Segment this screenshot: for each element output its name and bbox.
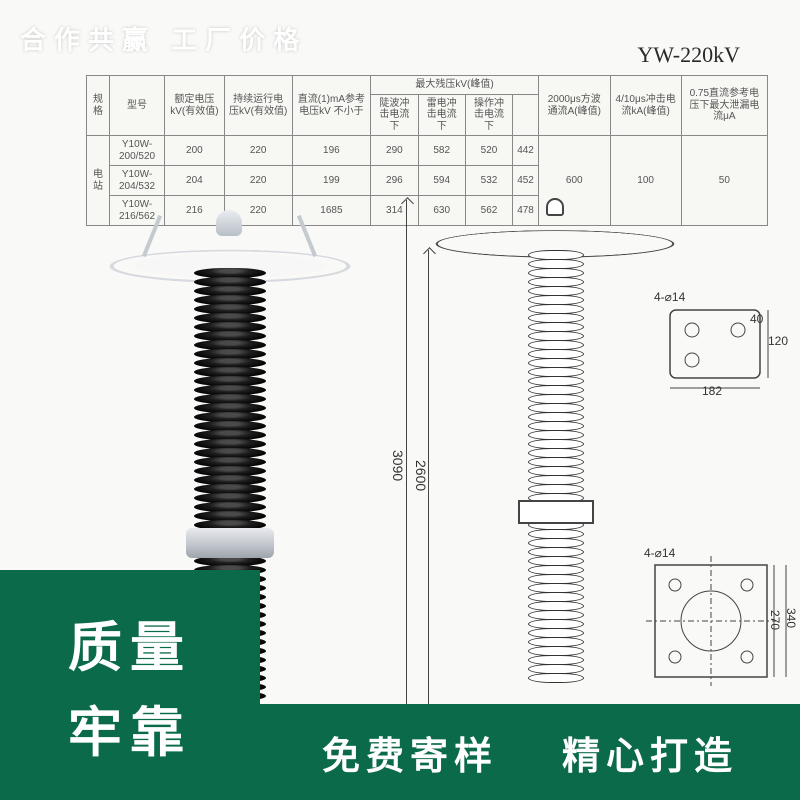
terminal-width: 182 — [702, 384, 722, 398]
cell: Y10W-204/532 — [110, 166, 165, 196]
th-model: 型号 — [110, 76, 165, 136]
cell: 442 — [513, 136, 539, 166]
cell: 520 — [465, 136, 512, 166]
th-leak: 0.75直流参考电压下最大泄漏电流μA — [681, 76, 767, 136]
th-residual-group: 最大残压kV(峰值) — [371, 76, 539, 95]
cell: 290 — [371, 136, 418, 166]
th-light: 雷电冲击电流下 — [418, 94, 465, 136]
th-rated-v: 额定电压kV(有效值) — [165, 76, 225, 136]
dim-overall — [406, 200, 407, 746]
drawing-mid-flange — [518, 500, 594, 524]
dim-overall-label: 3090 — [390, 450, 406, 481]
base-hole-note: 4-⌀14 — [644, 546, 675, 560]
th-blank — [513, 94, 539, 136]
photo-mid-flange — [186, 528, 274, 558]
th-impulse: 4/10μs冲击电流kA(峰值) — [610, 76, 681, 136]
overlay-right-a: 免费寄样 — [322, 725, 498, 780]
th-square-wave: 2000μs方波通流A(峰值) — [538, 76, 610, 136]
cell: 532 — [465, 166, 512, 196]
cell: 452 — [513, 166, 539, 196]
cell: Y10W-200/520 — [110, 136, 165, 166]
dim-body — [428, 250, 429, 746]
overlay-right-b: 精心打造 — [562, 725, 738, 780]
overlay-badge-left: 质量 牢靠 — [0, 570, 260, 800]
terminal-height: 120 — [768, 334, 788, 348]
th-steep: 陡波冲击电流下 — [371, 94, 418, 136]
cell: 199 — [292, 166, 371, 196]
cell: 296 — [371, 166, 418, 196]
terminal-hole-note: 4-⌀14 — [654, 290, 685, 304]
cell: 220 — [224, 166, 292, 196]
th-cont-v: 持续运行电压kV(有效值) — [224, 76, 292, 136]
drawing-top-cap — [546, 198, 564, 216]
cell: 204 — [165, 166, 225, 196]
th-switch: 操作冲击电流下 — [465, 94, 512, 136]
model-label: YW-220kV — [637, 42, 740, 68]
photo-top-cap — [216, 210, 242, 236]
base-bc: 270 — [768, 610, 782, 630]
arrester-drawing: 3090 2600 4-⌀14 182 120 40 — [400, 200, 780, 790]
overlay-bar-right: 免费寄样 精心打造 — [260, 704, 800, 800]
terminal-offset: 40 — [750, 312, 763, 326]
corner-slogan: 合作共赢 工厂价格 — [20, 20, 307, 57]
cell: 594 — [418, 166, 465, 196]
cell: 220 — [224, 136, 292, 166]
cell: 582 — [418, 136, 465, 166]
base-outer: 340 — [784, 608, 798, 628]
terminal-detail: 4-⌀14 182 120 40 — [650, 290, 780, 400]
cell: 200 — [165, 136, 225, 166]
overlay-left-line1: 质量 — [68, 603, 192, 682]
table-header-row: 规格 型号 额定电压kV(有效值) 持续运行电压kV(有效值) 直流(1)mA参… — [87, 76, 768, 95]
drawing-shed-stack — [528, 250, 584, 734]
th-dcref-v: 直流(1)mA参考电压kV 不小于 — [292, 76, 371, 136]
dim-body-label: 2600 — [413, 460, 429, 491]
th-spec: 规格 — [87, 76, 110, 136]
overlay-left-line2: 牢靠 — [68, 688, 192, 767]
base-detail: 4-⌀14 270 340 — [640, 550, 790, 700]
table-row: 电站 Y10W-200/520 200 220 196 290 582 520 … — [87, 136, 768, 166]
cell: 196 — [292, 136, 371, 166]
